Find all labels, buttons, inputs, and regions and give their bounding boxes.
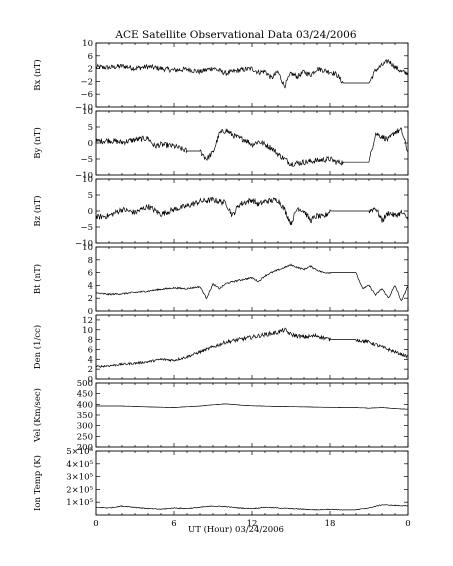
y-tick-label: −2 (80, 77, 93, 87)
y-tick-label: 2 (88, 365, 93, 375)
y-tick-label: −10 (75, 103, 93, 113)
y-tick-label: 6 (88, 52, 93, 62)
panels-group: −10 −6 −2 2 6 10 Bx (nT) −10 −5 0 5 10 By (nT) −10 −5 0… (32, 39, 411, 529)
y-axis-label: Ion Temp (K) (32, 455, 43, 511)
panel-frame (95, 42, 409, 108)
x-tick-label: 0 (93, 519, 98, 529)
y-tick-label: 0 (88, 207, 93, 217)
y-tick-label: 0 (88, 307, 93, 317)
y-axis-label: Bt (nT) (32, 264, 43, 294)
y-tick-label: 400 (77, 400, 93, 410)
y-tick-label: 10 (82, 175, 93, 185)
y-tick-label: 500 (77, 379, 93, 389)
y-tick-label: 10 (82, 326, 93, 336)
y-tick-label: 10 (82, 39, 93, 49)
y-tick-label: 12 (82, 316, 93, 326)
y-tick-label: 0 (88, 139, 93, 149)
y-axis-label: Bx (nT) (32, 59, 43, 91)
y-tick-label: 5 (88, 123, 93, 133)
y-tick-label: 3×10⁵ (66, 473, 93, 483)
series-line (95, 58, 409, 89)
y-tick-label: −10 (75, 171, 93, 181)
x-axis-label: UT (Hour) 03/24/2006 (188, 524, 284, 535)
y-tick-label: 450 (77, 390, 93, 400)
y-axis-label: Bz (nT) (32, 195, 43, 226)
y-tick-label: 350 (77, 411, 93, 421)
series-line (95, 127, 409, 167)
y-tick-label: −6 (80, 90, 93, 100)
y-tick-label: 0 (88, 375, 93, 385)
y-tick-label: 8 (88, 336, 93, 346)
y-tick-label: 4 (88, 281, 93, 291)
y-tick-label: 6 (88, 269, 93, 279)
y-tick-label: 300 (77, 422, 93, 432)
y-tick-label: 5×10⁵ (66, 447, 93, 457)
y-axis-label: Vel (Km/sec) (32, 388, 43, 443)
x-tick-label: 6 (171, 519, 176, 529)
x-tick-label: 18 (325, 519, 336, 529)
y-tick-label: 2 (88, 65, 93, 75)
series-line (96, 403, 408, 410)
y-tick-label: −5 (80, 223, 93, 233)
chart-title: ACE Satellite Observational Data 03/24/2… (114, 29, 356, 41)
y-tick-label: 2 (88, 294, 93, 304)
y-tick-label: −10 (75, 239, 93, 249)
y-axis-label: By (nT) (32, 127, 43, 159)
series-line (95, 504, 409, 511)
y-tick-label: 1×10⁵ (66, 498, 93, 508)
series-line (95, 263, 409, 302)
y-tick-label: 6 (88, 345, 93, 355)
panel-frame (95, 450, 409, 516)
y-tick-label: 2×10⁵ (66, 485, 93, 495)
y-tick-label: 5 (88, 191, 93, 201)
y-tick-label: 8 (88, 256, 93, 266)
y-axis-label: Den (1/cc) (32, 325, 43, 369)
y-tick-label: 250 (77, 432, 93, 442)
x-tick-label: 12 (247, 519, 258, 529)
y-tick-label: 4×10⁵ (66, 460, 93, 470)
panel-frame (95, 246, 409, 312)
panel-frame (95, 314, 409, 380)
panel-frame (95, 382, 409, 448)
y-tick-label: −5 (80, 155, 93, 165)
y-tick-label: 10 (82, 107, 93, 117)
y-tick-label: 4 (88, 355, 93, 365)
y-tick-label: 10 (82, 243, 93, 253)
x-tick-label: 0 (405, 519, 410, 529)
series-line (95, 196, 409, 226)
y-tick-label: 200 (77, 443, 93, 453)
series-line (95, 327, 409, 368)
